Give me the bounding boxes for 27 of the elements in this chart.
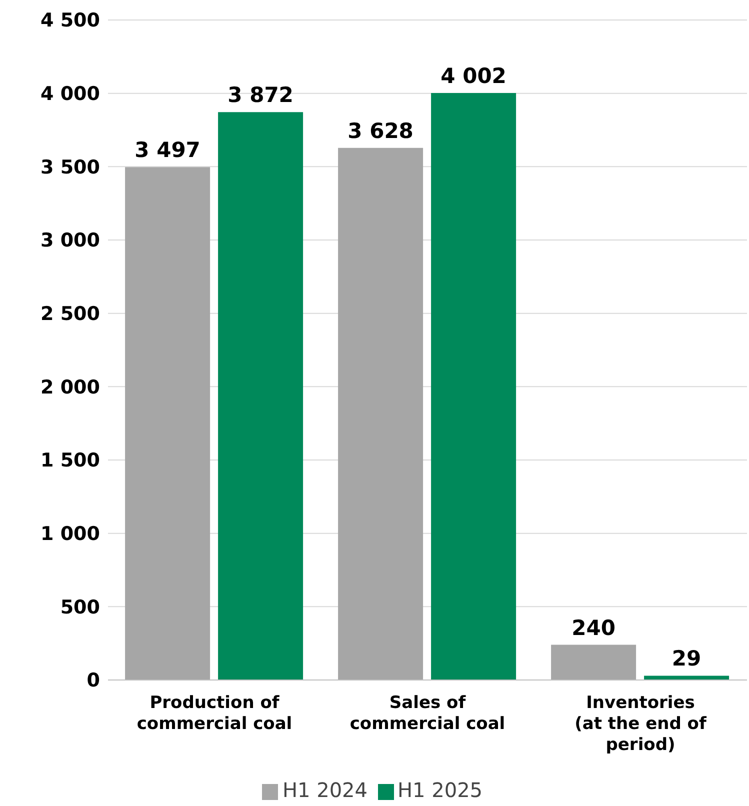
bar	[218, 112, 304, 680]
x-tick-label: Sales of commercial coal	[350, 693, 506, 734]
bar	[125, 167, 210, 680]
bar	[644, 676, 730, 680]
y-tick-label: 0	[86, 670, 100, 692]
data-label: 3 872	[228, 83, 294, 108]
data-label: 4 002	[440, 64, 506, 88]
y-tick-label: 1 000	[40, 523, 100, 546]
data-label: 29	[672, 646, 702, 671]
legend-label: H1 2025	[398, 778, 483, 802]
x-tick-label: Production of commercial coal	[136, 693, 292, 734]
y-tick-label: 4 500	[40, 10, 100, 32]
x-tick-label: Inventories (at the end of period)	[574, 693, 707, 755]
y-tick-label: 2 500	[40, 303, 100, 326]
bar	[551, 644, 636, 680]
bar	[338, 148, 424, 680]
data-label: 240	[572, 616, 616, 640]
y-tick-label: 3 000	[40, 230, 100, 252]
legend-label: H1 2024	[282, 778, 368, 802]
data-label: 3 628	[348, 118, 414, 143]
y-tick-label: 2 000	[40, 376, 100, 398]
y-tick-label: 500	[60, 596, 100, 618]
y-tick-label: 4 000	[40, 83, 100, 106]
y-tick-label: 3 500	[40, 156, 100, 178]
bar	[431, 93, 516, 680]
y-tick-label: 1 500	[40, 450, 100, 472]
data-label: 3 497	[134, 138, 200, 162]
